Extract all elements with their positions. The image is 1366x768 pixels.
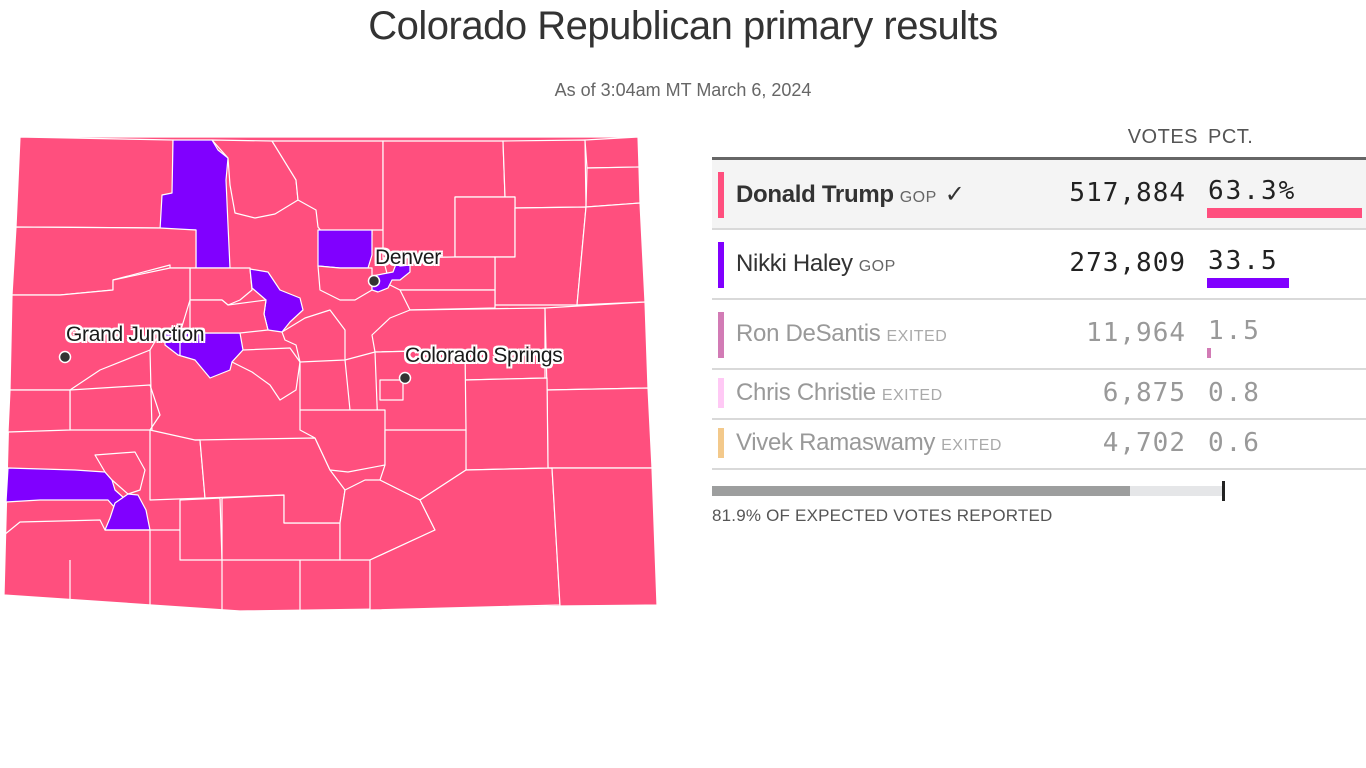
county-haley-eagle [249,268,304,333]
vote-count: 6,875 [1102,378,1186,408]
table-row-trump: Donald Trump GOP ✓ 517,884 63.3% [712,160,1366,230]
column-header-votes: VOTES [1127,126,1198,148]
county-haley-pitkin [164,332,244,379]
candidate-color-swatch [718,172,724,218]
column-header-pct: PCT. [1208,126,1254,148]
page-title: Colorado Republican primary results [368,4,998,48]
city-dot-denver [367,274,381,288]
table-row-desantis: Ron DeSantis EXITED 11,964 1.5 [712,300,1366,370]
timestamp-subtitle: As of 3:04am MT March 6, 2024 [554,80,812,100]
city-dot-grand-junction [58,350,72,364]
colorado-county-map [3,136,658,612]
vote-percent: 0.8 [1208,378,1261,408]
party-tag: GOP [858,258,896,275]
vote-count: 4,702 [1102,428,1186,458]
status-tag: EXITED [881,387,943,404]
vote-percent: 63.3% [1208,176,1297,206]
percent-bar [1207,278,1289,288]
table-row-christie: Chris Christie EXITED 6,875 0.8 [712,370,1366,420]
reporting-progress-end-marker [1222,481,1225,501]
reporting-status-label: 81.9% OF EXPECTED VOTES REPORTED [712,506,1053,525]
candidate-name: Donald Trump GOP ✓ [736,181,965,208]
candidate-color-swatch [718,428,724,458]
city-label-colorado-springs: Colorado Springs [405,344,563,367]
candidate-name: Chris Christie EXITED [736,379,943,406]
candidate-name: Nikki Haley GOP [736,250,896,277]
county-haley-grand [317,229,373,269]
percent-bar [1207,348,1211,358]
vote-percent: 0.6 [1208,428,1261,458]
vote-percent: 1.5 [1208,316,1261,346]
county-haley-ouray [104,493,151,531]
city-label-grand-junction: Grand Junction [66,323,205,346]
percent-bar [1207,208,1362,218]
candidate-name: Vivek Ramaswamy EXITED [736,429,1002,456]
candidate-color-swatch [718,312,724,358]
reporting-progress-fill [712,486,1130,496]
table-row-ramaswamy: Vivek Ramaswamy EXITED 4,702 0.6 [712,420,1366,470]
city-dot-colorado-springs [398,371,412,385]
table-header: VOTES PCT. [712,118,1366,160]
checkmark-icon: ✓ [944,181,965,208]
status-tag: EXITED [941,437,1002,454]
status-tag: EXITED [886,328,948,345]
candidate-color-swatch [718,378,724,408]
city-label-denver: Denver [375,246,441,269]
county-results-map: Denver Grand Junction Colorado Springs [0,130,670,620]
vote-count: 11,964 [1086,318,1186,348]
results-table: VOTES PCT. Donald Trump GOP ✓ 517,884 63.3… [712,118,1366,470]
reporting-progress-bar [712,481,1225,501]
candidate-color-swatch [718,242,724,288]
table-row-haley: Nikki Haley GOP 273,809 33.5 [712,230,1366,300]
vote-count: 517,884 [1069,178,1186,208]
vote-percent: 33.5 [1208,246,1279,276]
party-tag: GOP [899,189,937,206]
county-haley-denver-metro [371,263,411,293]
vote-count: 273,809 [1069,248,1186,278]
candidate-name: Ron DeSantis EXITED [736,320,948,347]
